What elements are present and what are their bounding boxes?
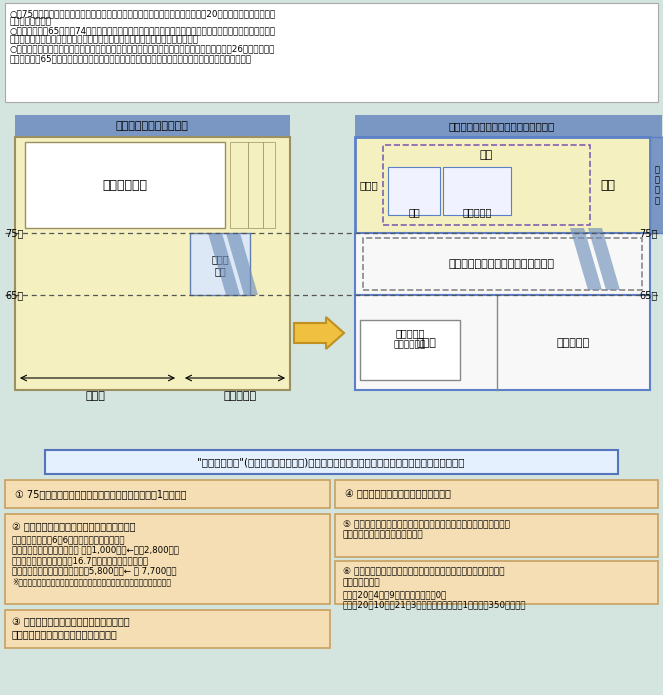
Text: 65歳: 65歳 [640,290,658,300]
Bar [388,167,440,215]
Text: 75歳: 75歳 [5,228,23,238]
Text: 制度間の医療費負担の不均衡の調整: 制度間の医療費負担の不均衡の調整 [449,259,555,269]
Bar [383,145,590,225]
Bar [335,514,658,557]
Text: 退職者: 退職者 [211,254,229,264]
Text: 65歳: 65歳 [5,290,23,300]
Text: ・平成20年4月～9月　　　　　　　0円: ・平成20年4月～9月 0円 [343,590,448,599]
Text: ③ 窓口負担は、これまでと同様、原則１割: ③ 窓口負担は、これまでと同様、原則１割 [12,617,130,627]
Text: ○　75歳以上の高齢者については、その心身の特性や生活実態等を踏まえ、平成20年度に独立した医療制度: ○ 75歳以上の高齢者については、その心身の特性や生活実態等を踏まえ、平成20年… [10,9,276,18]
Bar [363,238,642,290]
Bar [15,137,290,390]
Text: 〈現行（老人保健法）〉: 〈現行（老人保健法）〉 [115,121,188,131]
Text: ○　現行の退職者医療制度は廃止する。ただし、現行制度からの円滑な移行を図るため、平成26年度までの間: ○ 現行の退職者医療制度は廃止する。ただし、現行制度からの円滑な移行を図るため、… [10,44,275,53]
Polygon shape [570,228,602,290]
Text: 被用者保険: 被用者保険 [556,338,589,348]
Bar [650,137,663,233]
Bar [190,233,250,295]
Bar [263,142,275,228]
Bar [5,3,658,102]
Text: ② 保険料は、平均的には、国保と比べて低い: ② 保険料は、平均的には、国保と比べて低い [12,522,135,532]
Text: における65歳未満の退職者を対象として現行の退職者医療制度を存続させる経過措置を講ずる。: における65歳未満の退職者を対象として現行の退職者医療制度を存続させる経過措置を… [10,54,252,63]
Text: 費の負担に不均衡が生じていることから、これを調整する制度を創設する。: 費の負担に不均衡が生じていることから、これを調整する制度を創設する。 [10,35,199,44]
Bar [25,142,225,228]
Text: 75歳: 75歳 [640,228,658,238]
Bar [5,610,330,648]
Text: 国保: 国保 [408,207,420,217]
Text: ① 75歳以上の方お一人おひとりに、被保険者証を1枚、交付: ① 75歳以上の方お一人おひとりに、被保険者証を1枚、交付 [15,489,186,499]
Polygon shape [588,228,620,290]
Text: "長寿医療制度"(後期高齢者医療制度)とは、高齢者の医療費を国民全体で支える仕組みです。: "長寿医療制度"(後期高齢者医療制度)とは、高齢者の医療費を国民全体で支える仕組… [198,457,465,467]
Text: 夫　月額5,800円（← 〃 7,700円）: 夫 月額5,800円（← 〃 7,700円） [12,566,176,575]
Text: ※一番普及している算定方式によるものであり、負担が増える場合がある。: ※一番普及している算定方式によるものであり、負担が増える場合がある。 [12,577,171,586]
Bar [443,167,511,215]
Text: 国　保: 国 保 [416,338,436,348]
Text: １人 月額1,000円（←国保2,800円）: １人 月額1,000円（←国保2,800円） [12,545,179,554]
Bar [335,561,658,604]
Bar [355,115,662,137]
Text: 独
立
制
度: 独 立 制 度 [654,165,660,205]
Bar [355,137,650,233]
Text: 保険料: 保険料 [360,180,379,190]
Text: 老人保健制度: 老人保健制度 [103,179,147,192]
Text: 被用者保険: 被用者保険 [223,391,257,401]
Bar [360,320,460,380]
FancyArrow shape [294,317,344,349]
Text: 〈高齢者の医療の確保に関する法律〉: 〈高齢者の医療の確保に関する法律〉 [449,121,555,131]
Text: ⑥ これまで負担がなかったサラリーマンの被扶養者については、: ⑥ これまで負担がなかったサラリーマンの被扶養者については、 [343,567,505,576]
Bar [5,514,330,604]
Text: ・平均的な厚生年金（月額16.7万円）だけの単身・夫婦: ・平均的な厚生年金（月額16.7万円）だけの単身・夫婦 [12,556,149,565]
Text: （現役並みの所得がある方は、３割）: （現役並みの所得がある方は、３割） [12,629,118,639]
Bar [5,480,330,508]
Text: 公費: 公費 [601,179,615,192]
Text: ④ ご自身の担当医を持つことが可能に: ④ ご自身の担当医を持つことが可能に [345,489,451,499]
Polygon shape [208,233,240,295]
Text: 国　保: 国 保 [85,391,105,401]
Bar [335,480,658,508]
Bar [230,142,248,228]
Bar [15,115,290,137]
Text: ・基礎年金（月額6．6万円）だけの単身・夫婦: ・基礎年金（月額6．6万円）だけの単身・夫婦 [12,535,125,544]
Polygon shape [226,233,258,295]
Text: ○　あわせて、65歳から74歳の高齢者については、退職者が国民健康保険に大量に加入し、保険者間で医療: ○ あわせて、65歳から74歳の高齢者については、退職者が国民健康保険に大量に加… [10,26,276,35]
Text: を創設する。: を創設する。 [10,17,52,26]
Bar [45,450,618,474]
Bar [355,233,650,295]
Text: 支援: 支援 [479,150,493,160]
Text: 被用者保険: 被用者保険 [462,207,492,217]
Text: 間や行政の無駄なコストを削減: 間や行政の無駄なコストを削減 [343,530,424,539]
Text: 医療: 医療 [214,266,226,276]
Bar [248,142,263,228]
Text: 保険料を軽減: 保険料を軽減 [343,578,381,587]
Text: （経過措置）: （経過措置） [394,340,426,349]
Text: ⑤ 年金からの保険料の支払いにより、銀行などで納めていただく手: ⑤ 年金からの保険料の支払いにより、銀行などで納めていただく手 [343,520,510,529]
Text: ・平成20年10月～21年3月　本来の保険料の1割（平均350円／月）: ・平成20年10月～21年3月 本来の保険料の1割（平均350円／月） [343,600,526,609]
Text: 退職者医療: 退職者医療 [395,328,425,338]
Bar [355,295,650,390]
